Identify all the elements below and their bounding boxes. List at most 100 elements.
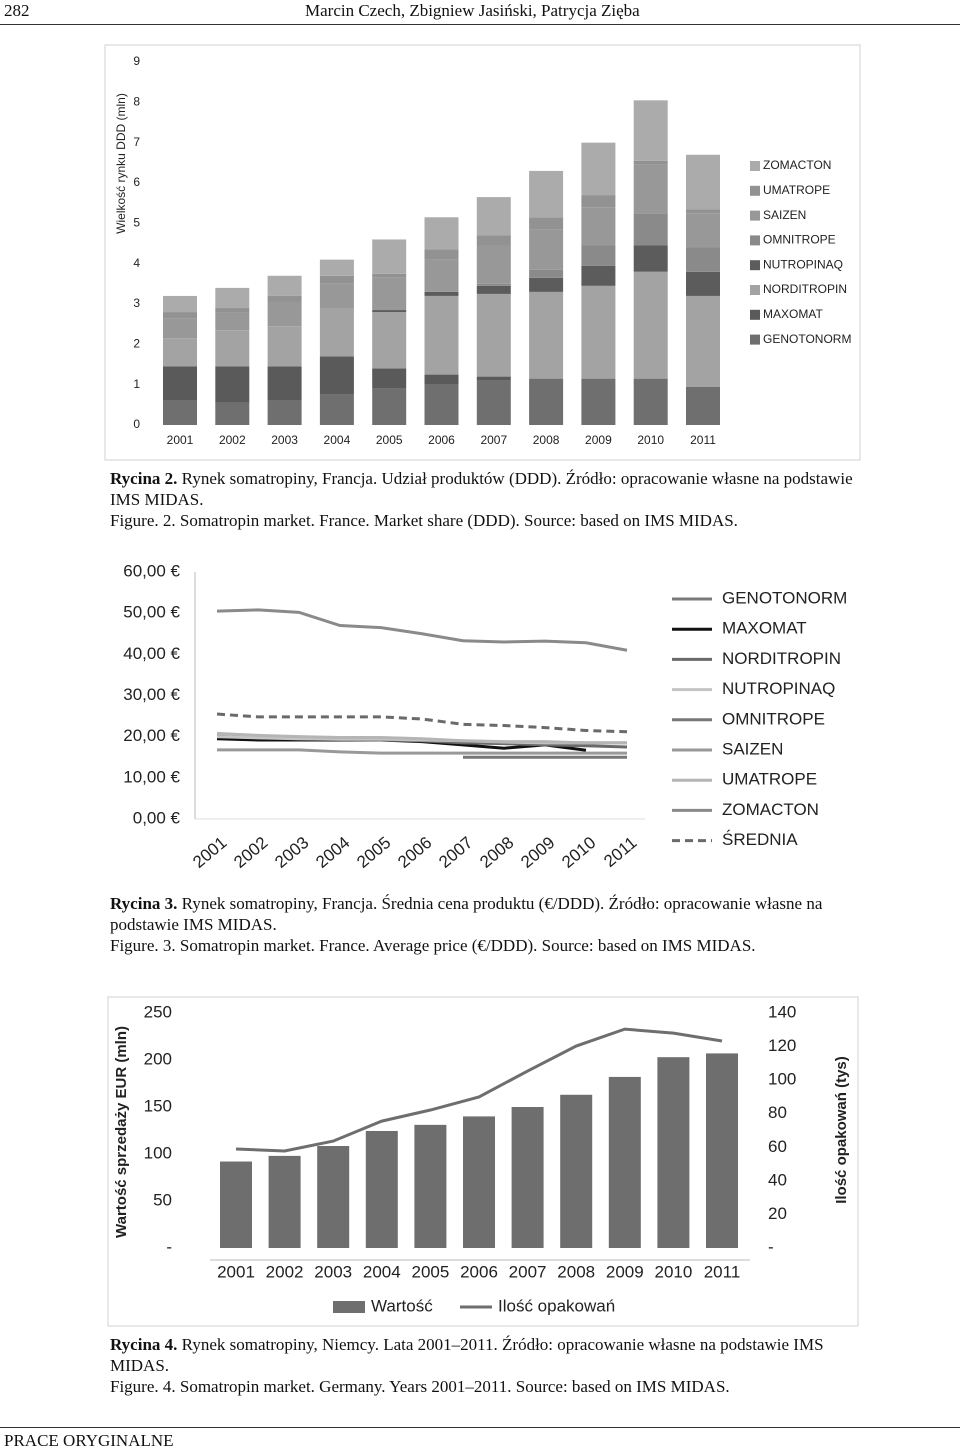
x-tick-label: 2003 [314, 1262, 352, 1281]
x-tick-label: 2006 [394, 833, 435, 872]
y-tick-label: - [166, 1237, 172, 1256]
authors: Marcin Czech, Zbigniew Jasiński, Patrycj… [305, 1, 640, 20]
y-tick-label: 9 [133, 54, 140, 68]
bar-segment [319, 308, 354, 357]
bar-segment [633, 378, 668, 425]
line-series [216, 712, 628, 734]
bar-segment [215, 312, 250, 331]
bar-segment [686, 247, 720, 272]
bar-segment [529, 229, 564, 270]
y-tick-label: 20,00 € [123, 726, 180, 745]
x-tick-label: 2011 [600, 833, 640, 871]
bar-segment [215, 366, 250, 403]
y2-tick-label: 60 [768, 1137, 787, 1156]
legend-label: MAXOMAT [763, 307, 823, 321]
x-tick-label: 2001 [189, 833, 230, 872]
bar-segment [686, 209, 720, 214]
bar-segment [529, 291, 564, 379]
x-tick-label: 2008 [557, 1262, 595, 1281]
bar-segment [319, 356, 354, 395]
caption-label: Rycina 2. [110, 469, 178, 488]
y-tick-label: 2 [133, 337, 140, 351]
bar-segment [633, 164, 668, 214]
y-tick-label: 8 [133, 95, 140, 109]
bar-segment [476, 235, 511, 246]
y-tick-label: 10,00 € [123, 767, 180, 786]
bar-segment [633, 100, 668, 161]
bar [560, 1094, 593, 1248]
x-tick-label: 2008 [533, 433, 560, 447]
bar-segment [686, 213, 720, 248]
bar-segment [581, 285, 616, 379]
legend-label: Wartość [371, 1296, 433, 1315]
bar-segment [372, 277, 407, 311]
y-tick-label: 7 [133, 135, 140, 149]
bar-segment [581, 265, 616, 286]
y-tick-label: 30,00 € [123, 685, 180, 704]
bar [268, 1155, 301, 1248]
x-tick-label: 2005 [411, 1262, 449, 1281]
bar-segment [163, 312, 197, 319]
bar-segment [267, 301, 302, 327]
x-tick-label: 2005 [376, 433, 403, 447]
bar-segment [686, 295, 720, 387]
y-tick-label: 250 [144, 1002, 172, 1021]
bar-segment [529, 277, 564, 292]
caption-label: Rycina 4. [110, 1335, 178, 1354]
legend-swatch [750, 161, 760, 171]
legend-label: GENOTONORM [722, 588, 847, 607]
x-tick-label: 2002 [230, 833, 271, 872]
bar-segment [581, 378, 616, 425]
bar-segment [267, 326, 302, 367]
bar-segment [163, 366, 197, 401]
caption-english: Figure. 4. Somatropin market. Germany. Y… [110, 1377, 730, 1396]
bar-segment [476, 283, 511, 286]
bar-segment [163, 295, 197, 313]
legend-label: ZOMACTON [722, 800, 819, 819]
legend-swatch [750, 185, 760, 196]
legend-label: SAIZEN [763, 208, 806, 222]
bar-segment [476, 293, 511, 377]
bar-segment [267, 275, 302, 296]
x-tick-label: 2011 [690, 433, 716, 447]
bar-segment [267, 295, 302, 302]
x-tick-label: 2010 [654, 1262, 692, 1281]
bar [706, 1053, 738, 1248]
bar [220, 1161, 252, 1248]
chart-frame [107, 996, 859, 1327]
bar-segment [372, 310, 407, 313]
bar-segment [476, 376, 511, 381]
y2-tick-label: - [768, 1237, 774, 1256]
x-tick-label: 2005 [353, 833, 394, 872]
y2-tick-label: 140 [768, 1002, 796, 1021]
x-tick-label: 2002 [266, 1262, 304, 1281]
legend-label: NUTROPINAQ [763, 257, 843, 271]
y-tick-label: 5 [133, 216, 140, 230]
legend-label: UMATROPE [763, 183, 830, 197]
bar-segment [476, 245, 511, 284]
bar-segment [372, 368, 407, 389]
y-tick-label: 50 [153, 1190, 172, 1209]
bar-segment [424, 295, 459, 375]
line-series [216, 608, 628, 652]
legend-swatch [750, 235, 760, 246]
bar-segment [319, 283, 354, 309]
bar-segment [372, 312, 407, 369]
bar [365, 1130, 398, 1248]
caption: Rycina 4. Rynek somatropiny, Niemcy. Lat… [110, 1334, 855, 1397]
bar-segment [163, 400, 197, 425]
bar-segment [319, 275, 354, 284]
y-tick-label: 40,00 € [123, 644, 180, 663]
bar-segment [267, 400, 302, 425]
legend-swatch [750, 260, 760, 271]
bar-segment [633, 245, 668, 272]
legend-swatch [750, 285, 760, 295]
x-tick-label: 2008 [476, 833, 517, 872]
x-tick-label: 2007 [509, 1262, 547, 1281]
legend-label: NUTROPINAQ [722, 679, 835, 698]
bar [317, 1146, 350, 1248]
y-tick-label: 100 [144, 1143, 172, 1162]
legend-label: NORDITROPIN [722, 649, 841, 668]
